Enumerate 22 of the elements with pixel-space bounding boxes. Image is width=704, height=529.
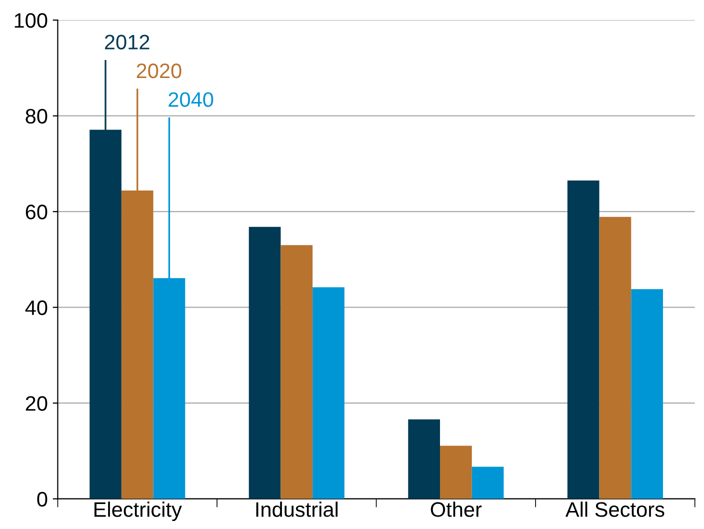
bar	[408, 419, 440, 499]
text: 2040	[168, 92, 214, 107]
bar	[567, 180, 600, 499]
text: 2020	[136, 63, 182, 78]
bar	[631, 289, 663, 499]
y-tick-label: 0	[37, 492, 48, 507]
x-tick-label: Electricity	[94, 502, 182, 522]
bar	[312, 287, 344, 499]
x-tick-label: Industrial	[256, 502, 338, 517]
text: 2012	[104, 34, 150, 50]
x-tick-label: All Sectors	[565, 502, 664, 517]
x-tick-label: Other	[430, 502, 482, 517]
bar	[248, 226, 281, 499]
bar	[280, 245, 313, 499]
y-tick-label: 100	[14, 13, 48, 28]
y-tick-label: 20	[26, 396, 48, 411]
y-tick-label: 60	[26, 204, 48, 220]
y-tick-label: 40	[25, 300, 48, 316]
bar	[472, 466, 504, 499]
bar	[440, 446, 472, 499]
y-tick-label: 80	[26, 108, 48, 124]
bar	[599, 216, 632, 499]
